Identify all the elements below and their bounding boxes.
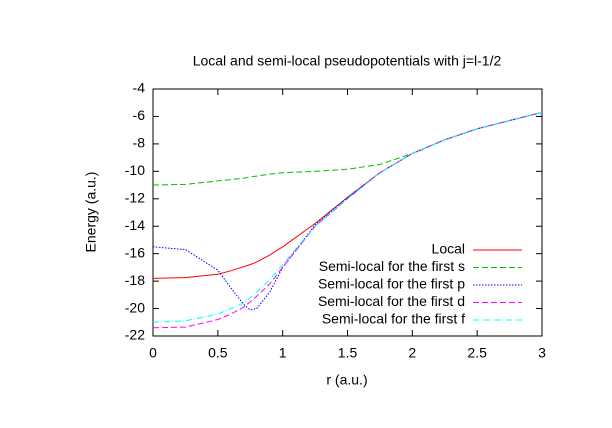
x-tick-label: 0 bbox=[149, 345, 157, 361]
x-axis-label: r (a.u.) bbox=[326, 372, 367, 388]
y-tick-label: -14 bbox=[125, 217, 145, 233]
series-line bbox=[152, 111, 543, 186]
y-tick-label: -22 bbox=[125, 327, 145, 343]
y-tick-label: -4 bbox=[133, 80, 146, 96]
y-tick-label: -10 bbox=[125, 162, 145, 178]
series-line bbox=[152, 111, 543, 323]
legend-label: Local bbox=[432, 241, 465, 257]
x-tick-label: 2 bbox=[408, 345, 416, 361]
y-axis-label: Energy (a.u.) bbox=[83, 172, 99, 253]
x-tick-label: 1.5 bbox=[338, 345, 358, 361]
y-tick-label: -16 bbox=[125, 244, 145, 260]
x-tick-label: 0.5 bbox=[208, 345, 228, 361]
y-tick-label: -6 bbox=[133, 107, 146, 123]
x-tick-label: 2.5 bbox=[467, 345, 487, 361]
y-tick-label: -20 bbox=[125, 299, 145, 315]
legend-label: Semi-local for the first p bbox=[318, 276, 465, 292]
chart-title: Local and semi-local pseudopotentials wi… bbox=[193, 53, 502, 69]
y-tick-label: -12 bbox=[125, 189, 145, 205]
y-tick-label: -8 bbox=[133, 135, 146, 151]
y-tick-label: -18 bbox=[125, 272, 145, 288]
legend-label: Semi-local for the first f bbox=[322, 311, 465, 327]
legend-label: Semi-local for the first s bbox=[319, 258, 465, 274]
x-tick-label: 1 bbox=[279, 345, 287, 361]
legend-label: Semi-local for the first d bbox=[318, 293, 465, 309]
series-line bbox=[152, 111, 543, 311]
x-tick-label: 3 bbox=[538, 345, 546, 361]
series-line bbox=[152, 111, 543, 279]
